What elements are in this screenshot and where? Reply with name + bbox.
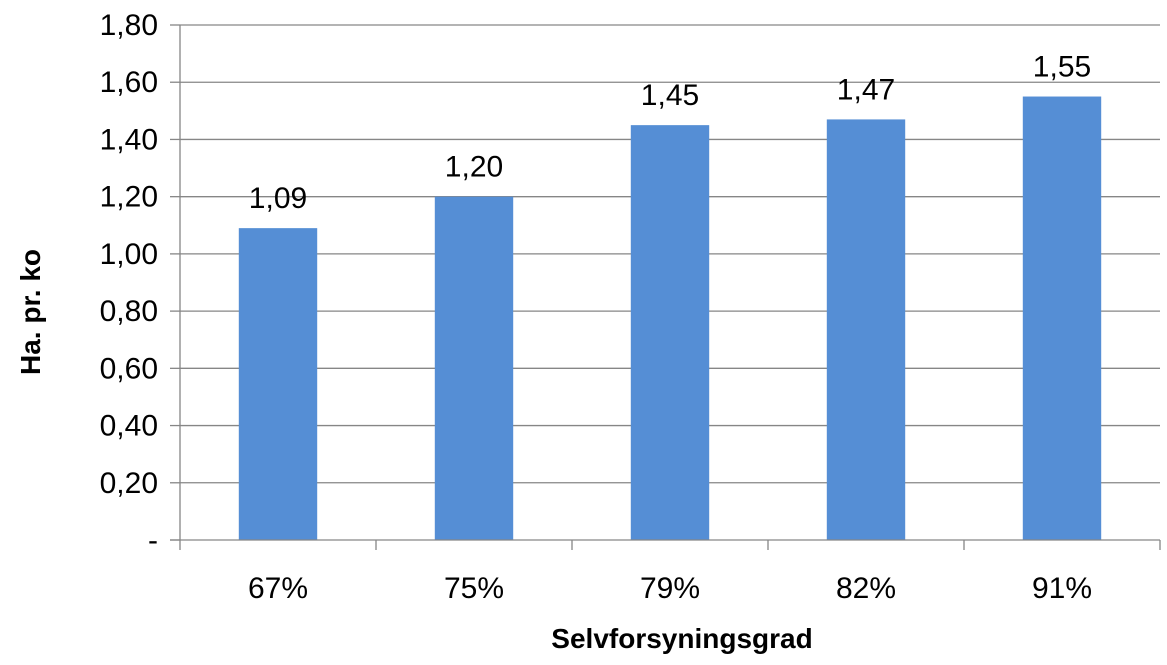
x-tick-label: 82% — [836, 572, 896, 605]
axes — [170, 24, 1161, 550]
y-tick-label: 1,60 — [100, 66, 158, 99]
y-tick-label: 1,80 — [100, 9, 158, 42]
x-axis-title: Selvforsyningsgrad — [551, 623, 812, 654]
data-labels: 1,09 1,20 1,45 1,47 1,55 — [249, 51, 1091, 216]
x-tick-label: 67% — [248, 572, 308, 605]
y-tick-labels: - 0,20 0,40 0,60 0,80 1,00 1,20 1,40 1,60 1,80 — [100, 9, 158, 557]
data-label: 1,55 — [1033, 51, 1091, 84]
y-tick-label: 0,60 — [100, 352, 158, 385]
y-tick-label: 1,20 — [100, 181, 158, 214]
y-tick-label: 0,20 — [100, 467, 158, 500]
bar — [1022, 96, 1102, 541]
y-tick-label: 1,40 — [100, 123, 158, 156]
bars — [238, 96, 1102, 541]
data-label: 1,45 — [641, 79, 699, 112]
y-tick-label: 1,00 — [100, 238, 158, 271]
y-tick-label: 0,80 — [100, 295, 158, 328]
bar — [826, 119, 906, 541]
x-tick-label: 91% — [1032, 572, 1092, 605]
x-tick-labels: 67% 75% 79% 82% 91% — [248, 572, 1092, 605]
y-tick-label: - — [148, 524, 158, 557]
y-tick-label: 0,40 — [100, 410, 158, 443]
bar — [630, 125, 710, 540]
bar — [238, 228, 318, 540]
y-axis-title: Ha. pr. ko — [15, 249, 46, 375]
data-label: 1,20 — [445, 151, 503, 184]
x-tick-label: 75% — [444, 572, 504, 605]
bar — [434, 196, 514, 540]
data-label: 1,09 — [249, 182, 307, 215]
x-tick-label: 79% — [640, 572, 700, 605]
data-label: 1,47 — [837, 73, 895, 106]
